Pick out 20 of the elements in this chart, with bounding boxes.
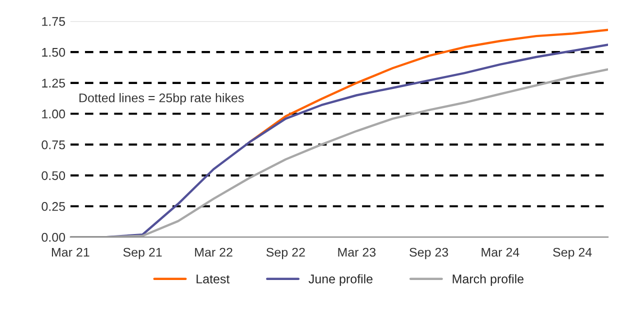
x-tick-label: Mar 21: [52, 248, 90, 257]
y-tick-label: 0.25: [42, 202, 66, 211]
x-tick-label: Sep 24: [553, 248, 592, 260]
legend-label: March profile: [452, 274, 524, 286]
x-tick-label: Sep 21: [123, 248, 162, 260]
x-tick-label: Sep 23: [410, 248, 448, 260]
legend-label: June profile: [308, 274, 372, 286]
y-tick-label: 1.75: [42, 17, 66, 26]
y-tick-label: 0.75: [42, 140, 66, 150]
x-tick-label: Mar 23: [338, 248, 376, 257]
y-tick-label: 1.25: [42, 78, 66, 88]
x-tick-label: Sep 22: [266, 248, 305, 260]
y-tick-label: 0.00: [42, 232, 66, 242]
y-tick-label: 1.50: [42, 48, 66, 57]
y-tick-label: 0.50: [42, 171, 66, 180]
x-tick-label: Mar 24: [482, 248, 520, 257]
y-tick-label: 1.00: [42, 110, 66, 118]
legend-label: Latest: [196, 274, 230, 284]
x-tick-label: Mar 22: [195, 248, 232, 257]
annotation: Dotted lines = 25bp rate hikes: [79, 93, 244, 105]
